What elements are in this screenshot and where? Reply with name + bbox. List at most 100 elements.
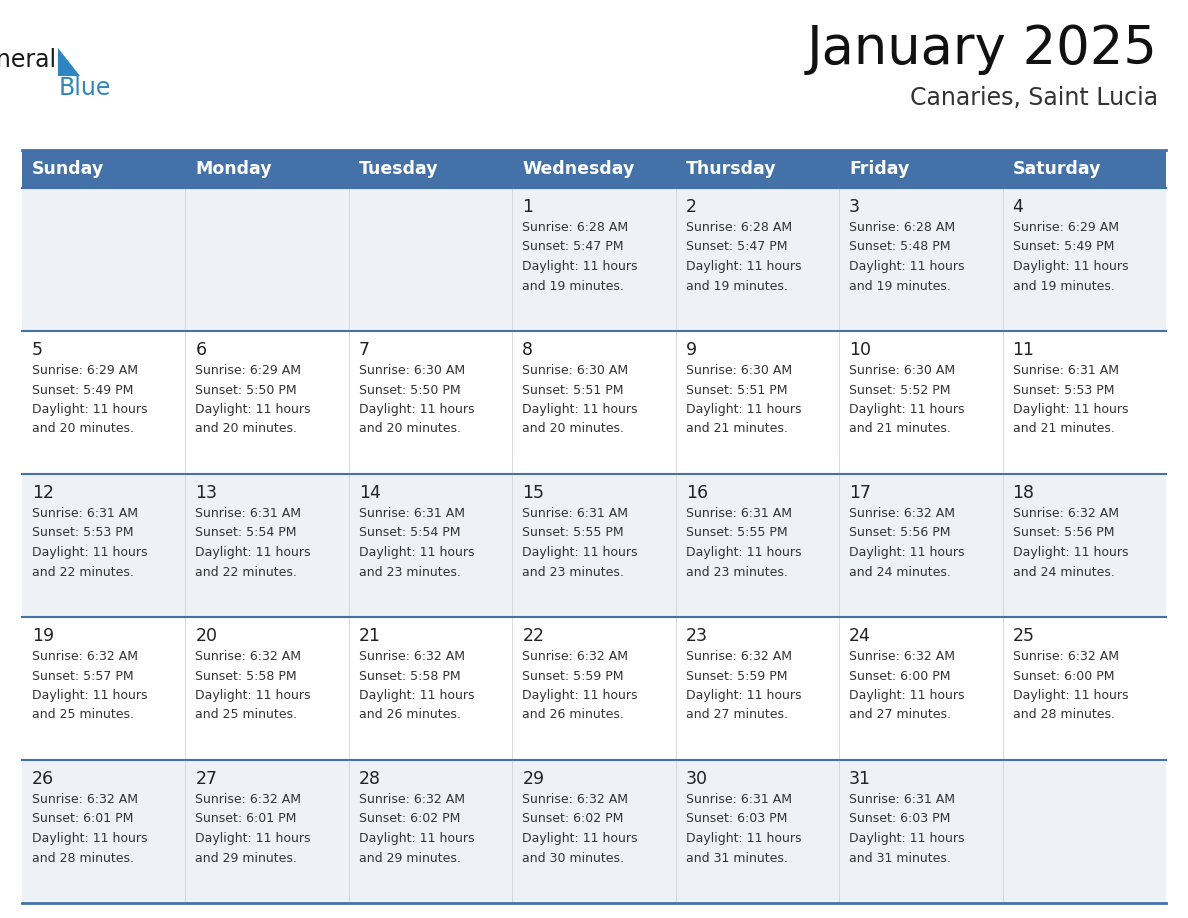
- Text: and 25 minutes.: and 25 minutes.: [32, 709, 134, 722]
- Bar: [185, 617, 349, 760]
- Bar: [349, 474, 512, 617]
- Text: Sunrise: 6:32 AM: Sunrise: 6:32 AM: [359, 650, 465, 663]
- Text: Blue: Blue: [59, 76, 112, 100]
- Text: Sunset: 6:02 PM: Sunset: 6:02 PM: [523, 812, 624, 825]
- Text: 19: 19: [32, 627, 55, 645]
- Text: Daylight: 11 hours: Daylight: 11 hours: [359, 832, 474, 845]
- Bar: [185, 474, 349, 617]
- Text: Sunset: 5:47 PM: Sunset: 5:47 PM: [523, 241, 624, 253]
- Text: Sunset: 5:54 PM: Sunset: 5:54 PM: [359, 527, 461, 540]
- Text: and 27 minutes.: and 27 minutes.: [849, 709, 952, 722]
- Bar: [1003, 188, 1165, 331]
- Text: Daylight: 11 hours: Daylight: 11 hours: [685, 832, 801, 845]
- Text: Sunset: 5:49 PM: Sunset: 5:49 PM: [1012, 241, 1114, 253]
- Text: 1: 1: [523, 198, 533, 216]
- Text: Sunrise: 6:32 AM: Sunrise: 6:32 AM: [523, 650, 628, 663]
- Bar: [676, 331, 839, 474]
- Bar: [512, 760, 676, 903]
- Text: Sunrise: 6:31 AM: Sunrise: 6:31 AM: [32, 507, 138, 520]
- Text: Sunrise: 6:32 AM: Sunrise: 6:32 AM: [32, 650, 138, 663]
- Text: Daylight: 11 hours: Daylight: 11 hours: [1012, 689, 1129, 702]
- Text: Daylight: 11 hours: Daylight: 11 hours: [685, 403, 801, 416]
- Text: Daylight: 11 hours: Daylight: 11 hours: [359, 546, 474, 559]
- Text: Sunset: 5:47 PM: Sunset: 5:47 PM: [685, 241, 788, 253]
- Bar: [185, 150, 349, 188]
- Text: Sunrise: 6:30 AM: Sunrise: 6:30 AM: [359, 364, 465, 377]
- Text: Sunset: 6:01 PM: Sunset: 6:01 PM: [32, 812, 133, 825]
- Bar: [676, 760, 839, 903]
- Text: Sunrise: 6:32 AM: Sunrise: 6:32 AM: [685, 650, 791, 663]
- Text: Sunrise: 6:31 AM: Sunrise: 6:31 AM: [523, 507, 628, 520]
- Text: Sunset: 6:01 PM: Sunset: 6:01 PM: [196, 812, 297, 825]
- Text: 10: 10: [849, 341, 871, 359]
- Text: 17: 17: [849, 484, 871, 502]
- Text: Canaries, Saint Lucia: Canaries, Saint Lucia: [910, 86, 1158, 110]
- Text: Sunset: 6:03 PM: Sunset: 6:03 PM: [849, 812, 950, 825]
- Text: and 31 minutes.: and 31 minutes.: [685, 852, 788, 865]
- Bar: [1003, 331, 1165, 474]
- Bar: [512, 474, 676, 617]
- Text: Sunrise: 6:28 AM: Sunrise: 6:28 AM: [849, 221, 955, 234]
- Text: 28: 28: [359, 770, 381, 788]
- Text: Sunrise: 6:32 AM: Sunrise: 6:32 AM: [196, 793, 302, 806]
- Text: Monday: Monday: [196, 160, 272, 178]
- Bar: [676, 474, 839, 617]
- Text: Sunrise: 6:30 AM: Sunrise: 6:30 AM: [523, 364, 628, 377]
- Text: and 26 minutes.: and 26 minutes.: [359, 709, 461, 722]
- Text: Sunrise: 6:29 AM: Sunrise: 6:29 AM: [196, 364, 302, 377]
- Text: Sunset: 6:03 PM: Sunset: 6:03 PM: [685, 812, 788, 825]
- Text: and 24 minutes.: and 24 minutes.: [1012, 565, 1114, 578]
- Bar: [676, 150, 839, 188]
- Text: 20: 20: [196, 627, 217, 645]
- Text: Sunrise: 6:32 AM: Sunrise: 6:32 AM: [1012, 650, 1119, 663]
- Bar: [1003, 760, 1165, 903]
- Text: Daylight: 11 hours: Daylight: 11 hours: [32, 403, 147, 416]
- Text: and 20 minutes.: and 20 minutes.: [196, 422, 297, 435]
- Text: General: General: [0, 48, 57, 72]
- Text: Sunset: 5:50 PM: Sunset: 5:50 PM: [359, 384, 461, 397]
- Text: Sunset: 6:00 PM: Sunset: 6:00 PM: [849, 669, 950, 682]
- Text: Daylight: 11 hours: Daylight: 11 hours: [685, 689, 801, 702]
- Text: Sunrise: 6:32 AM: Sunrise: 6:32 AM: [1012, 507, 1119, 520]
- Bar: [23, 760, 185, 903]
- Text: Sunset: 5:54 PM: Sunset: 5:54 PM: [196, 527, 297, 540]
- Text: and 26 minutes.: and 26 minutes.: [523, 709, 624, 722]
- Text: Sunrise: 6:30 AM: Sunrise: 6:30 AM: [685, 364, 792, 377]
- Text: and 19 minutes.: and 19 minutes.: [685, 279, 788, 293]
- Text: and 20 minutes.: and 20 minutes.: [359, 422, 461, 435]
- Text: Daylight: 11 hours: Daylight: 11 hours: [849, 546, 965, 559]
- Text: Daylight: 11 hours: Daylight: 11 hours: [1012, 260, 1129, 273]
- Text: and 29 minutes.: and 29 minutes.: [359, 852, 461, 865]
- Text: 14: 14: [359, 484, 380, 502]
- Bar: [839, 331, 1003, 474]
- Bar: [349, 617, 512, 760]
- Text: Sunset: 5:56 PM: Sunset: 5:56 PM: [1012, 527, 1114, 540]
- Text: Daylight: 11 hours: Daylight: 11 hours: [523, 546, 638, 559]
- Text: Sunset: 5:51 PM: Sunset: 5:51 PM: [685, 384, 788, 397]
- Text: Daylight: 11 hours: Daylight: 11 hours: [359, 689, 474, 702]
- Bar: [185, 760, 349, 903]
- Text: Sunset: 6:02 PM: Sunset: 6:02 PM: [359, 812, 460, 825]
- Text: Daylight: 11 hours: Daylight: 11 hours: [32, 832, 147, 845]
- Text: Sunrise: 6:28 AM: Sunrise: 6:28 AM: [685, 221, 792, 234]
- Text: Sunset: 5:56 PM: Sunset: 5:56 PM: [849, 527, 950, 540]
- Text: Sunrise: 6:32 AM: Sunrise: 6:32 AM: [849, 507, 955, 520]
- Text: Sunset: 5:55 PM: Sunset: 5:55 PM: [685, 527, 788, 540]
- Text: Daylight: 11 hours: Daylight: 11 hours: [849, 832, 965, 845]
- Text: Sunrise: 6:32 AM: Sunrise: 6:32 AM: [523, 793, 628, 806]
- Text: Sunrise: 6:32 AM: Sunrise: 6:32 AM: [359, 793, 465, 806]
- Bar: [349, 188, 512, 331]
- Text: 26: 26: [32, 770, 55, 788]
- Text: Daylight: 11 hours: Daylight: 11 hours: [1012, 403, 1129, 416]
- Text: 9: 9: [685, 341, 697, 359]
- Bar: [512, 150, 676, 188]
- Text: Daylight: 11 hours: Daylight: 11 hours: [196, 689, 311, 702]
- Text: Sunrise: 6:31 AM: Sunrise: 6:31 AM: [849, 793, 955, 806]
- Text: Daylight: 11 hours: Daylight: 11 hours: [523, 260, 638, 273]
- Text: Sunset: 5:58 PM: Sunset: 5:58 PM: [359, 669, 461, 682]
- Bar: [185, 331, 349, 474]
- Bar: [676, 188, 839, 331]
- Text: 21: 21: [359, 627, 381, 645]
- Text: and 23 minutes.: and 23 minutes.: [359, 565, 461, 578]
- Text: and 25 minutes.: and 25 minutes.: [196, 709, 297, 722]
